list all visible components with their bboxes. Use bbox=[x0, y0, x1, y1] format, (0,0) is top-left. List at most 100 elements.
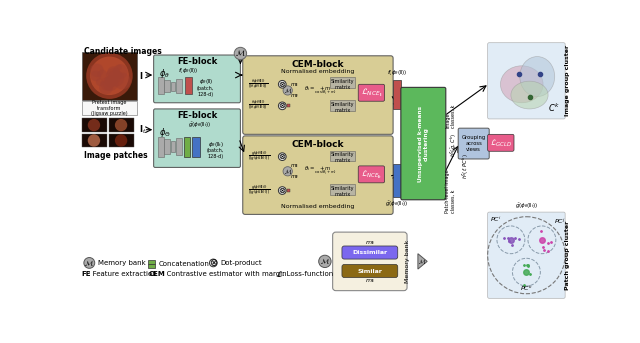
Text: Similarity
matrix: Similarity matrix bbox=[331, 186, 355, 197]
Bar bbox=[157, 137, 164, 157]
Circle shape bbox=[234, 47, 246, 60]
Text: $\mathcal{L}_{NCE_{\mathbf{I}t}}$: $\mathcal{L}_{NCE_{\mathbf{I}t}}$ bbox=[361, 168, 382, 181]
Text: $PC^i$: $PC^i$ bbox=[490, 215, 501, 224]
Text: $\otimes$: $\otimes$ bbox=[278, 152, 287, 161]
Circle shape bbox=[90, 63, 104, 77]
Bar bbox=[191, 137, 200, 157]
Bar bbox=[184, 137, 190, 157]
FancyBboxPatch shape bbox=[488, 134, 514, 151]
FancyBboxPatch shape bbox=[401, 87, 446, 200]
Text: FE-block: FE-block bbox=[177, 111, 217, 120]
FancyBboxPatch shape bbox=[342, 264, 397, 277]
Bar bbox=[148, 264, 155, 268]
Text: Unsupervised k-means
clustering: Unsupervised k-means clustering bbox=[418, 106, 429, 182]
Circle shape bbox=[107, 77, 115, 85]
Circle shape bbox=[88, 119, 100, 131]
Text: $C^k$: $C^k$ bbox=[548, 102, 561, 114]
Text: $\bar{g}(\phi_\theta(\mathbf{I}_t))$: $\bar{g}(\phi_\theta(\mathbf{I}_t))$ bbox=[385, 200, 409, 209]
Text: $PC^k$: $PC^k$ bbox=[520, 284, 533, 293]
Circle shape bbox=[114, 73, 131, 90]
Circle shape bbox=[97, 70, 108, 79]
Text: $m_\mathbf{I}$: $m_\mathbf{I}$ bbox=[365, 277, 374, 285]
Text: $\phi_\theta$: $\phi_\theta$ bbox=[159, 67, 170, 80]
Circle shape bbox=[90, 57, 129, 95]
Circle shape bbox=[278, 80, 286, 88]
Circle shape bbox=[278, 187, 286, 194]
Text: $\mathbf{I}_t$: $\mathbf{I}_t$ bbox=[139, 123, 147, 136]
Text: Similarity
matrix: Similarity matrix bbox=[331, 79, 355, 90]
Circle shape bbox=[84, 258, 95, 268]
Circle shape bbox=[100, 77, 115, 91]
Circle shape bbox=[108, 70, 124, 87]
FancyBboxPatch shape bbox=[243, 136, 393, 214]
Bar bbox=[81, 101, 138, 115]
FancyBboxPatch shape bbox=[333, 232, 407, 291]
Text: $\theta_i=\underset{\cos(\theta_i+m)}{+m}$: $\theta_i=\underset{\cos(\theta_i+m)}{+m… bbox=[304, 165, 337, 177]
Text: Normalised embedding: Normalised embedding bbox=[281, 204, 355, 209]
Text: CEM: CEM bbox=[148, 271, 165, 277]
Text: Similarity
matrix: Similarity matrix bbox=[331, 152, 355, 163]
Bar bbox=[330, 151, 355, 161]
Text: $\bar{g}(\phi_\theta(\mathbf{I}_t))$: $\bar{g}(\phi_\theta(\mathbf{I}_t))$ bbox=[188, 121, 211, 130]
Text: (batch,
128-d): (batch, 128-d) bbox=[197, 86, 214, 97]
Text: $\theta_i=\underset{\cos(\theta_i+m)}{+m}$: $\theta_i=\underset{\cos(\theta_i+m)}{+m… bbox=[304, 84, 337, 97]
Bar bbox=[287, 189, 290, 192]
Text: $\mathcal{M}$: $\mathcal{M}$ bbox=[84, 258, 94, 268]
Text: $m_\mathbf{I}$: $m_\mathbf{I}$ bbox=[290, 162, 298, 170]
Circle shape bbox=[96, 78, 104, 86]
Text: Patch group cluster: Patch group cluster bbox=[565, 221, 570, 290]
Text: Candidate images: Candidate images bbox=[84, 47, 162, 56]
FancyBboxPatch shape bbox=[154, 55, 241, 103]
Text: : Feature extraction: : Feature extraction bbox=[88, 271, 157, 277]
Text: Concatenation: Concatenation bbox=[158, 261, 209, 267]
Text: $\otimes$: $\otimes$ bbox=[278, 80, 287, 89]
FancyBboxPatch shape bbox=[488, 43, 565, 119]
Bar bbox=[176, 79, 182, 93]
Text: $\phi_\theta(\mathbf{I}_t)$: $\phi_\theta(\mathbf{I}_t)$ bbox=[208, 140, 223, 149]
Bar bbox=[109, 133, 134, 147]
Circle shape bbox=[106, 68, 122, 84]
Text: CEM-block: CEM-block bbox=[292, 60, 344, 69]
Bar bbox=[330, 78, 355, 88]
Text: $h^\mathcal{G}(f,PC^k)$: $h^\mathcal{G}(f,PC^k)$ bbox=[461, 153, 471, 178]
Polygon shape bbox=[418, 254, 428, 269]
Text: $\frac{f(\phi_\theta(\mathbf{I}))}{||f(\phi_\theta(\mathbf{I}))||}$: $\frac{f(\phi_\theta(\mathbf{I}))}{||f(\… bbox=[248, 78, 268, 91]
Text: : Contrastive estimator with margin: : Contrastive estimator with margin bbox=[162, 271, 287, 277]
Text: $f(\phi_\theta(\mathbf{I}))$: $f(\phi_\theta(\mathbf{I}))$ bbox=[387, 68, 407, 78]
Text: $\phi_\Theta$: $\phi_\Theta$ bbox=[159, 126, 170, 139]
Text: $\phi_\theta(\mathbf{I})$: $\phi_\theta(\mathbf{I})$ bbox=[198, 78, 212, 86]
Bar bbox=[393, 164, 401, 197]
Circle shape bbox=[113, 64, 128, 79]
Bar bbox=[109, 118, 134, 132]
Circle shape bbox=[283, 167, 292, 176]
Text: $\mathcal{L}$: $\mathcal{L}$ bbox=[276, 269, 283, 279]
Text: CEM-block: CEM-block bbox=[292, 140, 344, 149]
Text: Normalised embedding: Normalised embedding bbox=[281, 69, 355, 74]
Circle shape bbox=[107, 66, 120, 79]
Text: Pretext image
transform
(Jigsaw puzzle): Pretext image transform (Jigsaw puzzle) bbox=[91, 100, 128, 117]
Text: (batch,
128-d): (batch, 128-d) bbox=[207, 148, 224, 159]
Text: $\mathcal{L}_{GCLD}$: $\mathcal{L}_{GCLD}$ bbox=[490, 137, 512, 149]
Text: Memory bank: Memory bank bbox=[98, 260, 145, 266]
Text: Dot-product: Dot-product bbox=[220, 260, 262, 266]
Circle shape bbox=[319, 255, 331, 268]
Text: $\frac{g(\phi_\theta(\mathbf{I}_t))}{||g(\phi_\theta(\mathbf{I}_t))||}$: $\frac{g(\phi_\theta(\mathbf{I}_t))}{||g… bbox=[248, 184, 271, 197]
Text: Similar: Similar bbox=[357, 269, 382, 273]
Text: $\otimes$: $\otimes$ bbox=[278, 101, 287, 110]
Text: Patch-level image
classes, k: Patch-level image classes, k bbox=[445, 170, 456, 213]
Text: Image
classes, k: Image classes, k bbox=[445, 104, 456, 128]
Bar bbox=[184, 78, 193, 94]
Ellipse shape bbox=[511, 81, 548, 109]
Text: Image group cluster: Image group cluster bbox=[565, 45, 570, 116]
Text: $\mathcal{M}$: $\mathcal{M}$ bbox=[419, 257, 427, 266]
Text: Similarity
matrix: Similarity matrix bbox=[331, 102, 355, 113]
Text: $\mathcal{M}$: $\mathcal{M}$ bbox=[284, 167, 292, 176]
Text: : Loss-function: : Loss-function bbox=[282, 271, 333, 277]
FancyBboxPatch shape bbox=[358, 84, 385, 101]
Text: $m_{\mathbf{I}'}$: $m_{\mathbf{I}'}$ bbox=[365, 239, 375, 247]
Text: $\mathcal{L}_{NCE_\mathbf{I}}$: $\mathcal{L}_{NCE_\mathbf{I}}$ bbox=[361, 86, 382, 99]
Text: $h^\mathcal{G}(\bar{g},C^k)$: $h^\mathcal{G}(\bar{g},C^k)$ bbox=[449, 133, 459, 157]
Text: $\bar{g}(\phi_\theta(\mathbf{I}_t))$: $\bar{g}(\phi_\theta(\mathbf{I}_t))$ bbox=[515, 201, 538, 211]
Circle shape bbox=[99, 81, 113, 94]
Text: Grouping
across
views: Grouping across views bbox=[461, 135, 486, 152]
